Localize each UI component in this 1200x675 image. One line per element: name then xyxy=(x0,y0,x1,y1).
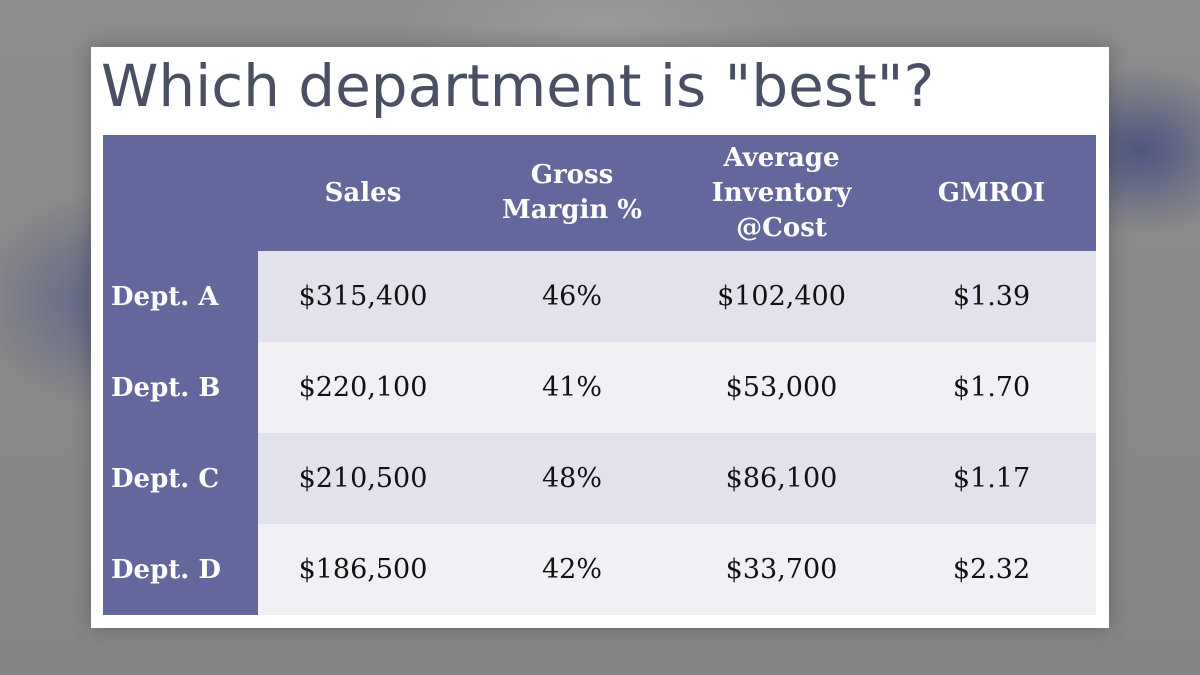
cell-gross-margin: 48% xyxy=(468,433,676,524)
table-row: Dept. B $220,100 41% $53,000 $1.70 xyxy=(103,342,1096,433)
cell-sales: $315,400 xyxy=(258,251,468,342)
header-gross-margin-label: Gross Margin % xyxy=(501,160,643,225)
cell-gross-margin: 41% xyxy=(468,342,676,433)
cell-average-inventory: $53,000 xyxy=(676,342,887,433)
table-row: Dept. D $186,500 42% $33,700 $2.32 xyxy=(103,524,1096,615)
cell-average-inventory: $102,400 xyxy=(676,251,887,342)
department-comparison-table: Sales Gross Margin % Average Inventory @… xyxy=(103,135,1096,615)
cell-sales: $220,100 xyxy=(258,342,468,433)
header-gmroi: GMROI xyxy=(887,135,1096,251)
header-corner-cell xyxy=(103,135,258,251)
header-average-inventory-label: Average Inventory @Cost xyxy=(711,142,852,243)
header-gross-margin: Gross Margin % xyxy=(468,135,676,251)
table-header-row: Sales Gross Margin % Average Inventory @… xyxy=(103,135,1096,251)
slide-title: Which department is "best"? xyxy=(101,52,935,120)
cell-sales: $186,500 xyxy=(258,524,468,615)
presentation-slide: Which department is "best"? Sales Gross … xyxy=(91,47,1109,628)
row-label-dept-b: Dept. B xyxy=(103,342,258,433)
row-label-dept-d: Dept. D xyxy=(103,524,258,615)
table-row: Dept. C $210,500 48% $86,100 $1.17 xyxy=(103,433,1096,524)
header-average-inventory: Average Inventory @Cost xyxy=(676,135,887,251)
row-label-dept-c: Dept. C xyxy=(103,433,258,524)
cell-gross-margin: 46% xyxy=(468,251,676,342)
cell-average-inventory: $86,100 xyxy=(676,433,887,524)
cell-gmroi: $1.17 xyxy=(887,433,1096,524)
cell-gmroi: $1.39 xyxy=(887,251,1096,342)
cell-gross-margin: 42% xyxy=(468,524,676,615)
header-sales: Sales xyxy=(258,135,468,251)
cell-average-inventory: $33,700 xyxy=(676,524,887,615)
table-row: Dept. A $315,400 46% $102,400 $1.39 xyxy=(103,251,1096,342)
cell-gmroi: $1.70 xyxy=(887,342,1096,433)
row-label-dept-a: Dept. A xyxy=(103,251,258,342)
cell-gmroi: $2.32 xyxy=(887,524,1096,615)
cell-sales: $210,500 xyxy=(258,433,468,524)
